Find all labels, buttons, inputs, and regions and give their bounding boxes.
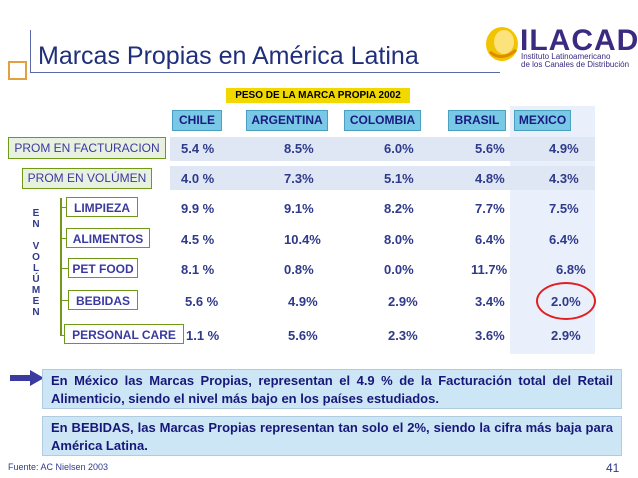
cell-volumen-colombia: 5.1% — [384, 171, 414, 186]
cell-petfood-colombia: 0.0% — [384, 262, 414, 277]
cell-petfood-mexico: 6.8% — [556, 262, 586, 277]
country-header-mexico: MEXICO — [514, 110, 571, 131]
country-header-chile: CHILE — [172, 110, 222, 131]
cell-facturacion-chile: 5.4 % — [181, 141, 215, 156]
highlight-circle — [536, 282, 596, 320]
title-underline — [30, 72, 500, 73]
logo-name: ILACAD — [520, 24, 638, 57]
cell-alimentos-argentina: 10.4% — [284, 232, 321, 247]
cell-bebidas-colombia: 2.9% — [388, 294, 418, 309]
vertical-label-en-volumen: E N V O L Ú M E N — [31, 208, 41, 318]
title-vertical-rule — [30, 30, 31, 72]
cell-bebidas-argentina: 4.9% — [288, 294, 318, 309]
cell-petfood-chile: 8.1 % — [181, 262, 215, 277]
cell-bebidas-chile: 5.6 % — [185, 294, 219, 309]
cell-bebidas-brasil: 3.4% — [475, 294, 505, 309]
cell-alimentos-chile: 4.5 % — [181, 232, 215, 247]
country-header-colombia: COLOMBIA — [344, 110, 421, 131]
title-square-icon — [8, 61, 27, 80]
category-bebidas: BEBIDAS — [68, 290, 138, 310]
arrow-right-icon — [10, 370, 44, 386]
table-banner: PESO DE LA MARCA PROPIA 2002 — [226, 88, 410, 103]
cell-facturacion-brasil: 5.6% — [475, 141, 505, 156]
country-header-argentina: ARGENTINA — [246, 110, 328, 131]
logo-subtitle-2: de los Canales de Distribución — [521, 60, 630, 69]
logo-subtitle-1: Instituto Latinoamericano — [521, 52, 611, 61]
cell-personalcare-argentina: 5.6% — [288, 328, 318, 343]
cell-volumen-brasil: 4.8% — [475, 171, 505, 186]
category-personal-care: PERSONAL CARE — [64, 324, 184, 344]
cell-limpieza-colombia: 8.2% — [384, 201, 414, 216]
cell-personalcare-colombia: 2.3% — [388, 328, 418, 343]
cell-facturacion-colombia: 6.0% — [384, 141, 414, 156]
bracket-tick — [62, 268, 70, 269]
category-pet-food: PET FOOD — [68, 258, 138, 278]
cell-petfood-argentina: 0.8% — [284, 262, 314, 277]
row-label-facturacion: PROM EN FACTURACION — [8, 137, 166, 159]
bracket-tick — [62, 300, 70, 301]
category-bracket — [60, 198, 70, 336]
cell-facturacion-mexico: 4.9% — [549, 141, 579, 156]
category-alimentos: ALIMENTOS — [66, 228, 150, 248]
page-title: Marcas Propias en América Latina — [38, 42, 419, 70]
ilacad-logo-icon — [486, 27, 518, 61]
note-mexico: En México las Marcas Propias, representa… — [42, 369, 622, 409]
note-bebidas: En BEBIDAS, las Marcas Propias represent… — [42, 416, 622, 456]
cell-limpieza-mexico: 7.5% — [549, 201, 579, 216]
row-stripe-volumen — [170, 166, 595, 190]
cell-petfood-brasil: 11.7% — [471, 262, 508, 277]
cell-personalcare-brasil: 3.6% — [475, 328, 505, 343]
cell-limpieza-argentina: 9.1% — [284, 201, 314, 216]
country-header-brasil: BRASIL — [448, 110, 506, 131]
cell-personalcare-mexico: 2.9% — [551, 328, 581, 343]
cell-volumen-mexico: 4.3% — [549, 171, 579, 186]
category-limpieza: LIMPIEZA — [66, 197, 138, 217]
row-stripe-facturacion — [170, 137, 595, 161]
cell-volumen-chile: 4.0 % — [181, 171, 215, 186]
cell-volumen-argentina: 7.3% — [284, 171, 314, 186]
cell-limpieza-brasil: 7.7% — [475, 201, 505, 216]
cell-alimentos-brasil: 6.4% — [475, 232, 505, 247]
cell-alimentos-mexico: 6.4% — [549, 232, 579, 247]
cell-alimentos-colombia: 8.0% — [384, 232, 414, 247]
cell-limpieza-chile: 9.9 % — [181, 201, 215, 216]
page-number: 41 — [606, 461, 620, 475]
cell-personalcare-chile: 1.1 % — [186, 328, 220, 343]
cell-facturacion-argentina: 8.5% — [284, 141, 314, 156]
source-footer: Fuente: AC Nielsen 2003 — [8, 462, 109, 472]
row-label-volumen: PROM EN VOLÚMEN — [22, 168, 152, 189]
